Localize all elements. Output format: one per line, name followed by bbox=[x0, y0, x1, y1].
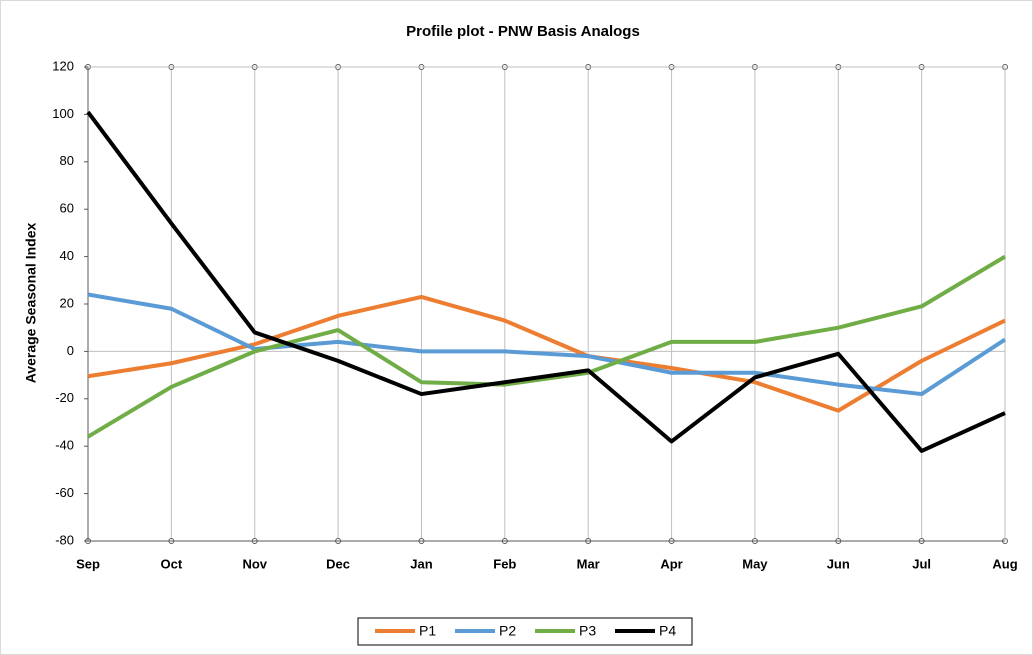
y-tick-label: -20 bbox=[55, 390, 74, 405]
series-line bbox=[87, 292, 1007, 397]
y-tick-label: 40 bbox=[60, 248, 74, 263]
series-line bbox=[86, 254, 1007, 439]
y-tick-label: -60 bbox=[55, 485, 74, 500]
series-line bbox=[87, 294, 1006, 413]
y-tick-label: 60 bbox=[60, 201, 74, 216]
x-tick-label: Jun bbox=[827, 556, 850, 571]
series-line bbox=[86, 110, 1006, 453]
legend-label: P2 bbox=[499, 623, 516, 639]
y-axis-label: Average Seasonal Index bbox=[23, 223, 39, 384]
x-tick-label: Aug bbox=[992, 556, 1017, 571]
x-tick-label: Jul bbox=[912, 556, 931, 571]
x-tick-label: May bbox=[742, 556, 768, 571]
x-tick-label: Nov bbox=[242, 556, 267, 571]
y-tick-label: -40 bbox=[55, 438, 74, 453]
x-tick-label: Dec bbox=[326, 556, 350, 571]
x-tick-label: Mar bbox=[577, 556, 600, 571]
chart-title: Profile plot - PNW Basis Analogs bbox=[406, 23, 640, 40]
y-tick-label: 100 bbox=[52, 106, 74, 121]
y-tick-label: -80 bbox=[55, 532, 74, 547]
x-tick-label: Feb bbox=[493, 556, 516, 571]
x-tick-label: Jan bbox=[410, 556, 432, 571]
y-tick-label: 80 bbox=[60, 153, 74, 168]
x-tick-label: Sep bbox=[76, 556, 100, 571]
y-tick-label: 0 bbox=[67, 343, 74, 358]
y-tick-label: 120 bbox=[52, 58, 74, 73]
x-tick-label: Oct bbox=[161, 556, 183, 571]
legend-label: P1 bbox=[419, 623, 436, 639]
y-tick-label: 20 bbox=[60, 295, 74, 310]
legend-label: P4 bbox=[659, 623, 676, 639]
legend-label: P3 bbox=[579, 623, 596, 639]
x-tick-label: Apr bbox=[660, 556, 682, 571]
